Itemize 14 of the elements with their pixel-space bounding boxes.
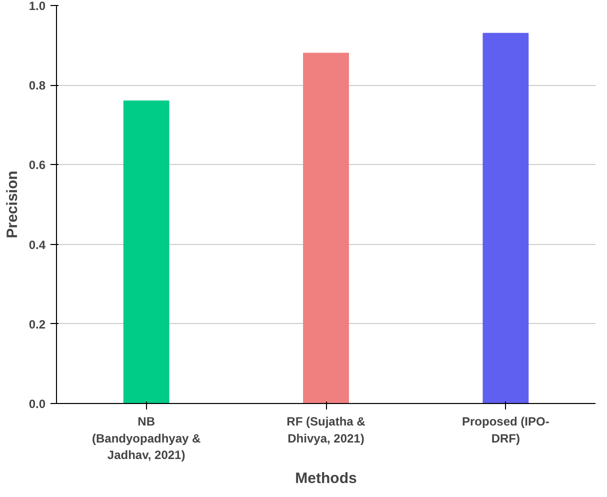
x-tick-label: NB (Bandyopadhyay & Jadhav, 2021) [92, 414, 202, 462]
x-tick-label: Proposed (IPO-DRF) [462, 414, 550, 446]
x-tick-label: RF (Sujatha & Dhivya, 2021) [286, 414, 366, 446]
bar [482, 32, 529, 404]
bar [303, 52, 349, 404]
y-axis-title: Precision [4, 170, 21, 238]
y-tick-label: 0.4 [28, 238, 46, 252]
x-axis-title: Methods [295, 470, 357, 488]
y-tick-label: 1.0 [28, 0, 46, 13]
y-tick-label: 0.2 [28, 317, 46, 332]
bar [123, 100, 170, 404]
y-tick-label: 0.8 [28, 78, 46, 93]
y-tick-label: 0.6 [28, 158, 46, 172]
y-tick-label: 0.0 [28, 397, 46, 411]
